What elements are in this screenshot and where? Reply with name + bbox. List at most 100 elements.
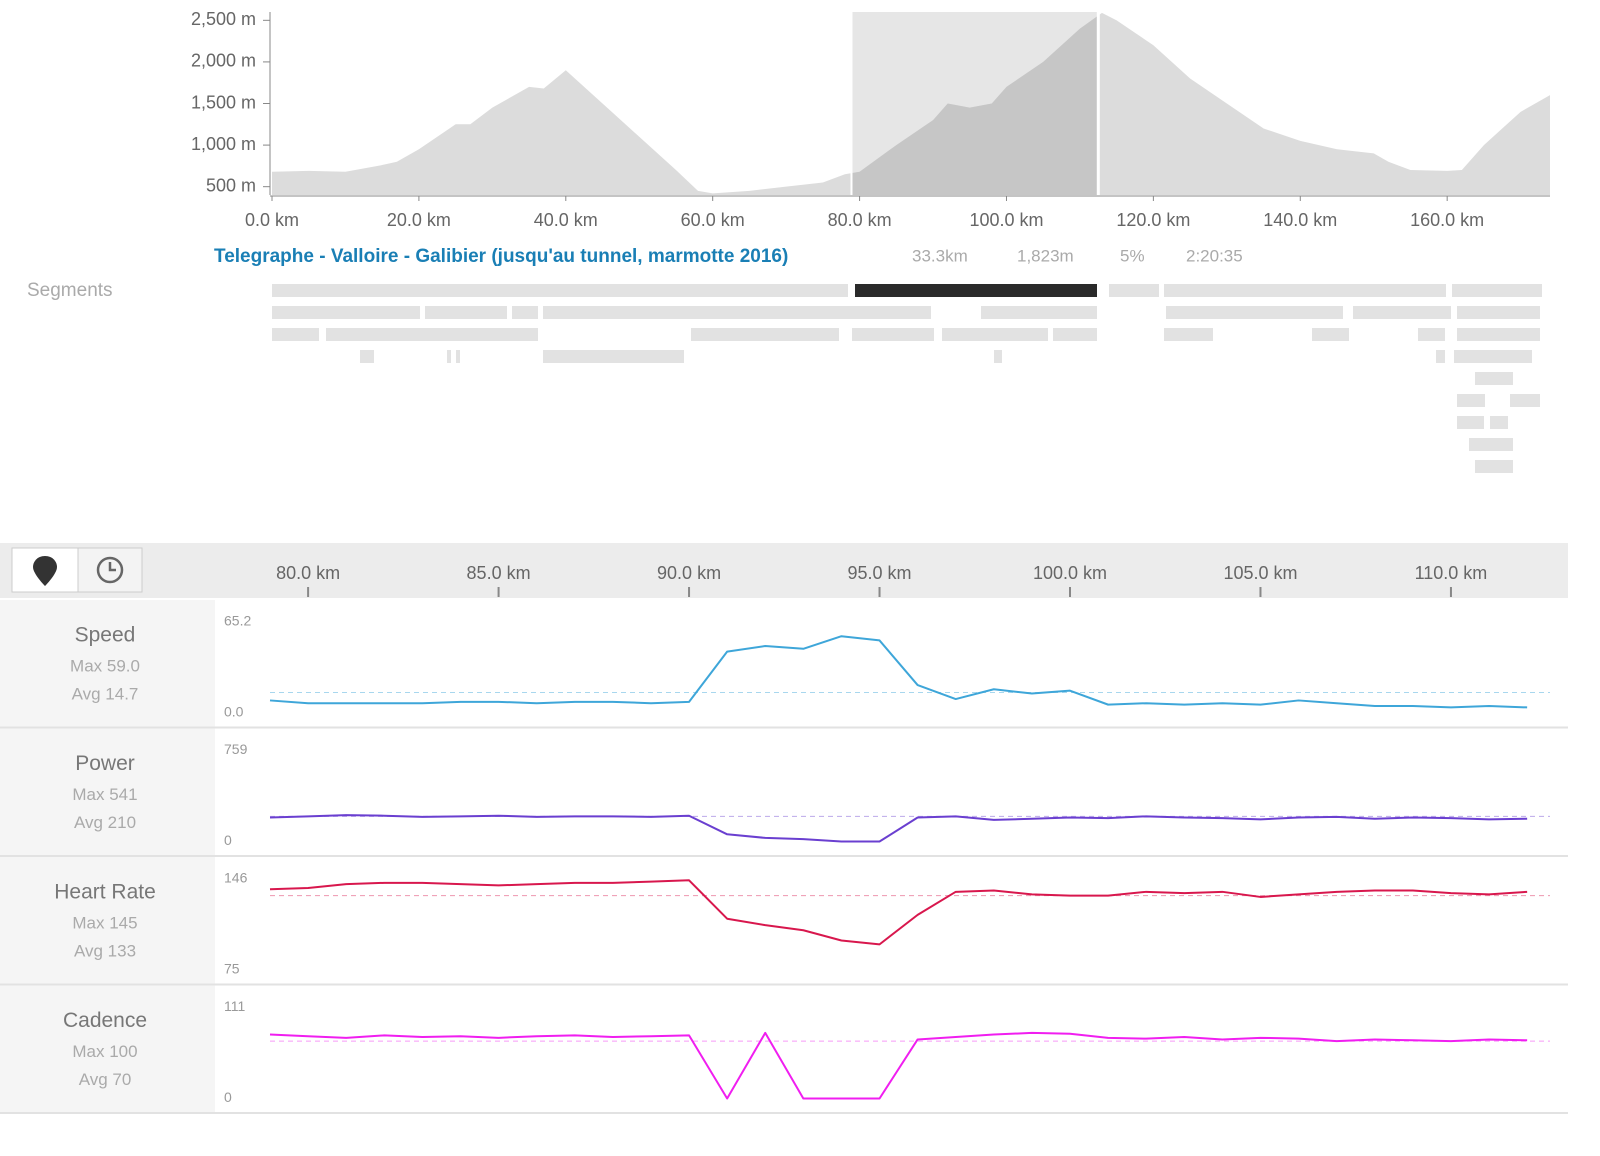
x-tick-label: 60.0 km (681, 210, 745, 230)
segment-bar[interactable] (512, 306, 538, 319)
segment-bar[interactable] (1457, 328, 1540, 341)
segment-elevation: 1,823m (1017, 246, 1074, 265)
stream-line (269, 814, 1528, 843)
segment-bar[interactable] (543, 306, 931, 319)
x-tick-label: 85.0 km (467, 563, 531, 583)
stream-avg: Avg 210 (74, 813, 136, 832)
y-tick-label: 2,000 m (191, 51, 256, 71)
x-tick-label: 0.0 km (245, 210, 299, 230)
stream-title: Power (75, 752, 135, 775)
x-tick-label: 80.0 km (276, 563, 340, 583)
segment-distance: 33.3km (912, 246, 968, 265)
segment-bar[interactable] (1452, 284, 1542, 297)
segment-bar[interactable] (272, 306, 420, 319)
segment-bar[interactable] (1457, 416, 1484, 429)
segments-label: Segments (27, 280, 113, 301)
segment-bar[interactable] (1312, 328, 1349, 341)
segment-bar[interactable] (942, 328, 1048, 341)
stream-title: Cadence (63, 1009, 147, 1032)
y-tick-label: 65.2 (224, 613, 251, 629)
stream-line (269, 1031, 1528, 1100)
stream-avg: Avg 133 (74, 941, 136, 960)
segment-name[interactable]: Telegraphe - Valloire - Galibier (jusqu'… (214, 246, 788, 267)
segment-bar[interactable] (1109, 284, 1159, 297)
stream-title: Speed (75, 624, 136, 647)
segment-bars (272, 284, 1542, 473)
segment-bar[interactable] (994, 350, 1002, 363)
segment-bar[interactable] (1475, 372, 1513, 385)
y-tick-label: 75 (224, 961, 240, 977)
stream-charts: 80.0 km 85.0 km 90.0 km 95.0 km 100.0 km 105.… (0, 563, 1568, 1114)
y-tick-label: 759 (224, 741, 248, 757)
segment-bar[interactable] (981, 306, 1097, 319)
x-tick-label: 160.0 km (1410, 210, 1484, 230)
x-tick-label: 95.0 km (848, 563, 912, 583)
stream-max: Max 59.0 (70, 656, 140, 675)
segment-bar[interactable] (326, 328, 538, 341)
stream-label-panel (0, 857, 215, 984)
segment-bar[interactable] (543, 350, 684, 363)
segment-bar[interactable] (1164, 284, 1446, 297)
segment-grade: 5% (1120, 246, 1145, 265)
segment-bar[interactable] (456, 350, 460, 363)
segment-bar-selected[interactable] (855, 284, 1097, 297)
segment-bar[interactable] (1454, 350, 1532, 363)
y-tick-label: 0.0 (224, 704, 244, 720)
segment-bar[interactable] (852, 328, 934, 341)
segment-bar[interactable] (1164, 328, 1213, 341)
x-tick-label: 120.0 km (1116, 210, 1190, 230)
y-tick-label: 1,000 m (191, 134, 256, 154)
segment-bar[interactable] (447, 350, 451, 363)
clock-icon (96, 556, 124, 584)
x-tick-label: 140.0 km (1263, 210, 1337, 230)
segment-bar[interactable] (425, 306, 507, 319)
segment-bar[interactable] (1436, 350, 1445, 363)
stream-label-panel (0, 985, 215, 1113)
segment-bar[interactable] (1418, 328, 1445, 341)
y-tick-label: 146 (224, 870, 248, 886)
segment-bar[interactable] (272, 328, 319, 341)
segment-bar[interactable] (1166, 306, 1343, 319)
segment-time: 2:20:35 (1186, 246, 1243, 265)
stream-line (269, 879, 1528, 946)
y-tick-label: 1,500 m (191, 92, 256, 112)
x-tick-label: 100.0 km (1033, 563, 1107, 583)
stream-max: Max 145 (72, 913, 137, 932)
segment-bar[interactable] (1457, 306, 1540, 319)
x-tick-label: 20.0 km (387, 210, 451, 230)
elevation-chart: 500 m 1,000 m 1,500 m 2,000 m 2,500 m 0.0 km 2… (191, 9, 1550, 230)
stream-line (269, 635, 1528, 709)
stream-avg: Avg 70 (79, 1070, 132, 1089)
elevation-area (272, 12, 1550, 196)
segment-bar[interactable] (1475, 460, 1513, 473)
segment-bar[interactable] (1510, 394, 1540, 407)
segment-bar[interactable] (1053, 328, 1097, 341)
stream-toolbar (0, 543, 1568, 598)
stream-avg: Avg 14.7 (72, 684, 139, 703)
x-tick-label: 100.0 km (969, 210, 1043, 230)
x-tick-label: 40.0 km (534, 210, 598, 230)
segment-bar[interactable] (1353, 306, 1451, 319)
x-tick-label: 90.0 km (657, 563, 721, 583)
segment-bar[interactable] (1469, 438, 1513, 451)
pin-icon (33, 556, 57, 586)
y-tick-label: 2,500 m (191, 9, 256, 29)
stream-max: Max 100 (72, 1042, 137, 1061)
y-tick-label: 500 m (206, 175, 256, 195)
segment-bar[interactable] (272, 284, 848, 297)
y-tick-label: 0 (224, 832, 232, 848)
x-tick-label: 105.0 km (1223, 563, 1297, 583)
stream-label-panel (0, 728, 215, 856)
clock-hands (108, 562, 116, 572)
segment-bar[interactable] (691, 328, 839, 341)
x-tick-label: 110.0 km (1415, 563, 1488, 583)
elevation-area-selected (851, 15, 1099, 195)
x-tick-label: 80.0 km (828, 210, 892, 230)
segment-bar[interactable] (360, 350, 374, 363)
segment-bar[interactable] (1490, 416, 1508, 429)
stream-title: Heart Rate (54, 881, 156, 904)
segment-bar[interactable] (1457, 394, 1485, 407)
stream-label-panel (0, 600, 215, 727)
